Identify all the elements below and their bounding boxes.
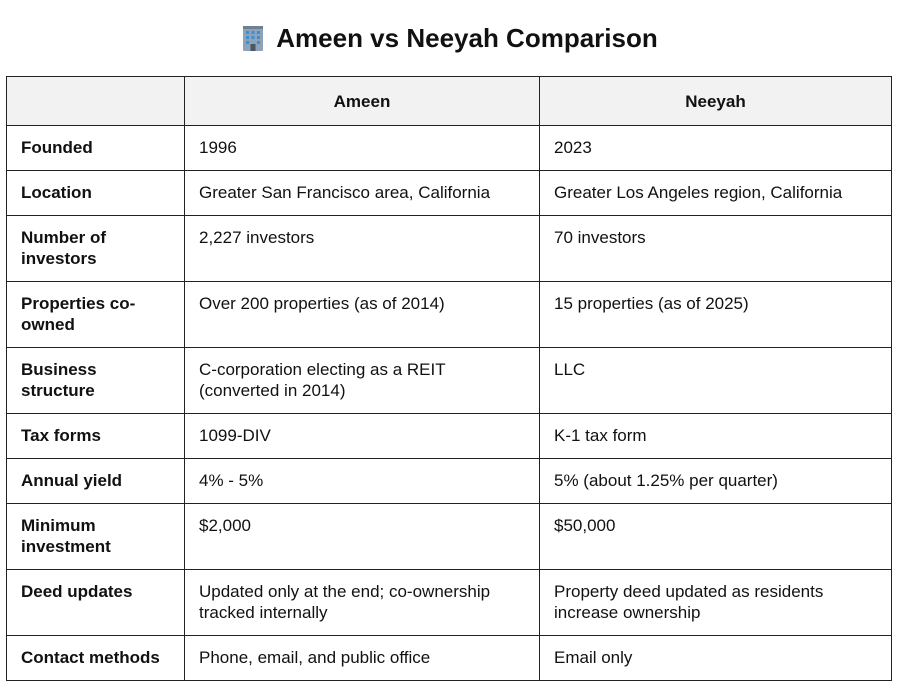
neeyah-cell: Greater Los Angeles region, California	[539, 170, 892, 216]
table-header-row: Ameen Neeyah	[6, 76, 892, 126]
table-row: Number of investors 2,227 investors 70 i…	[6, 215, 892, 282]
page-title: Ameen vs Neeyah Comparison	[276, 22, 658, 53]
row-label: Location	[6, 170, 185, 216]
page-title-bar: Ameen vs Neeyah Comparison	[0, 20, 898, 56]
table-row: Annual yield 4% - 5% 5% (about 1.25% per…	[6, 458, 892, 504]
office-building-icon	[240, 24, 266, 52]
ameen-cell: 2,227 investors	[184, 215, 540, 282]
neeyah-cell: 70 investors	[539, 215, 892, 282]
row-label: Business structure	[6, 347, 185, 414]
row-label: Properties co-owned	[6, 281, 185, 348]
row-label: Annual yield	[6, 458, 185, 504]
neeyah-cell: K-1 tax form	[539, 413, 892, 459]
table-row: Properties co-owned Over 200 properties …	[6, 281, 892, 348]
neeyah-cell: LLC	[539, 347, 892, 414]
header-neeyah: Neeyah	[539, 76, 892, 126]
ameen-cell: 1099-DIV	[184, 413, 540, 459]
ameen-cell: $2,000	[184, 503, 540, 570]
neeyah-cell: 15 properties (as of 2025)	[539, 281, 892, 348]
neeyah-cell: Email only	[539, 635, 892, 681]
row-label: Contact methods	[6, 635, 185, 681]
row-label: Deed updates	[6, 569, 185, 636]
neeyah-cell: Property deed updated as residents incre…	[539, 569, 892, 636]
table-row: Deed updates Updated only at the end; co…	[6, 569, 892, 636]
ameen-cell: Greater San Francisco area, California	[184, 170, 540, 216]
ameen-cell: Over 200 properties (as of 2014)	[184, 281, 540, 348]
row-label: Number of investors	[6, 215, 185, 282]
row-label: Founded	[6, 125, 185, 171]
ameen-cell: C-corporation electing as a REIT (conver…	[184, 347, 540, 414]
table-row: Contact methods Phone, email, and public…	[6, 635, 892, 681]
ameen-cell: Phone, email, and public office	[184, 635, 540, 681]
neeyah-cell: 5% (about 1.25% per quarter)	[539, 458, 892, 504]
ameen-cell: Updated only at the end; co-ownership tr…	[184, 569, 540, 636]
table-row: Business structure C-corporation electin…	[6, 347, 892, 414]
neeyah-cell: 2023	[539, 125, 892, 171]
neeyah-cell: $50,000	[539, 503, 892, 570]
header-empty-cell	[6, 76, 185, 126]
row-label: Tax forms	[6, 413, 185, 459]
comparison-table: Ameen Neeyah Founded 1996 2023 Location …	[6, 76, 892, 681]
row-label: Minimum investment	[6, 503, 185, 570]
ameen-cell: 4% - 5%	[184, 458, 540, 504]
table-row: Location Greater San Francisco area, Cal…	[6, 170, 892, 216]
table-row: Founded 1996 2023	[6, 125, 892, 171]
header-ameen: Ameen	[184, 76, 540, 126]
table-row: Tax forms 1099-DIV K-1 tax form	[6, 413, 892, 459]
table-row: Minimum investment $2,000 $50,000	[6, 503, 892, 570]
ameen-cell: 1996	[184, 125, 540, 171]
